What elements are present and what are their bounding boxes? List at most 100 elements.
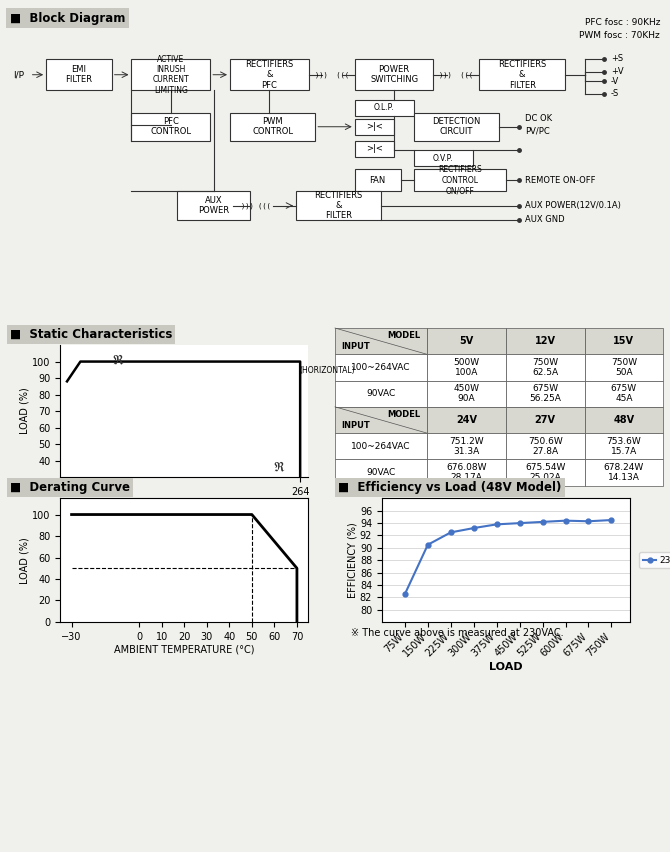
Bar — [335, 354, 427, 381]
Text: EMI
FILTER: EMI FILTER — [66, 65, 92, 84]
Bar — [335, 459, 427, 486]
Text: -V: -V — [611, 77, 619, 85]
Text: I/P: I/P — [13, 70, 24, 79]
Bar — [506, 459, 584, 486]
Text: ■  Block Diagram: ■ Block Diagram — [10, 12, 125, 25]
Text: +S: +S — [611, 55, 623, 63]
Text: 500W
100A: 500W 100A — [454, 358, 479, 377]
Text: RECTIFIERS
CONTROL
ON/OFF: RECTIFIERS CONTROL ON/OFF — [438, 165, 482, 195]
Line: 230VAC: 230VAC — [403, 518, 614, 596]
Bar — [354, 59, 433, 90]
Text: 751.2W
31.3A: 751.2W 31.3A — [449, 436, 484, 456]
Bar — [427, 433, 506, 459]
Text: 675W
56.25A: 675W 56.25A — [529, 384, 561, 403]
Bar — [335, 433, 427, 459]
Bar — [295, 192, 381, 220]
X-axis label: LOAD: LOAD — [489, 662, 523, 671]
Bar — [46, 59, 112, 90]
Text: ACTIVE
INRUSH
CURRENT
LIMITING: ACTIVE INRUSH CURRENT LIMITING — [153, 55, 189, 95]
Bar — [506, 328, 584, 354]
Text: 678.24W
14.13A: 678.24W 14.13A — [604, 463, 644, 482]
Bar — [414, 170, 506, 192]
Text: 100~264VAC: 100~264VAC — [351, 441, 411, 451]
Text: )))  (((: ))) ((( — [315, 72, 348, 78]
Bar — [414, 150, 473, 166]
230VAC — [584, 516, 592, 527]
Text: ※ The curve above is measured at 230VAC.: ※ The curve above is measured at 230VAC. — [352, 628, 564, 637]
Text: 12V: 12V — [535, 337, 555, 346]
Bar — [131, 59, 210, 90]
230VAC — [470, 523, 478, 533]
Bar — [335, 328, 427, 354]
Bar — [506, 406, 584, 433]
Bar — [427, 406, 506, 433]
Text: DETECTION
CIRCUIT: DETECTION CIRCUIT — [432, 117, 480, 136]
230VAC — [608, 515, 616, 525]
Text: 450W
90A: 450W 90A — [454, 384, 479, 403]
Text: 675.54W
25.02A: 675.54W 25.02A — [525, 463, 565, 482]
Text: 90VAC: 90VAC — [366, 468, 395, 477]
Text: RECTIFIERS
&
FILTER: RECTIFIERS & FILTER — [498, 60, 546, 89]
Text: AUX POWER(12V/0.1A): AUX POWER(12V/0.1A) — [525, 201, 621, 210]
Text: ))) (((: ))) ((( — [241, 202, 271, 209]
Legend: 230VAC: 230VAC — [639, 552, 670, 568]
Bar — [584, 328, 663, 354]
X-axis label: INPUT VOLTAGE (VAC) 60Hz: INPUT VOLTAGE (VAC) 60Hz — [117, 499, 251, 509]
Y-axis label: LOAD (%): LOAD (%) — [19, 388, 29, 435]
Text: ■  Efficiency vs Load (48V Model): ■ Efficiency vs Load (48V Model) — [338, 481, 561, 494]
Text: MODEL: MODEL — [387, 331, 420, 340]
Text: 675W
45A: 675W 45A — [611, 384, 637, 403]
230VAC — [401, 589, 409, 599]
Text: >|<: >|< — [366, 122, 383, 131]
Text: PWM fosc : 70KHz: PWM fosc : 70KHz — [580, 31, 660, 39]
Bar — [414, 112, 499, 141]
Text: PFC fosc : 90KHz: PFC fosc : 90KHz — [584, 18, 660, 27]
Y-axis label: LOAD (%): LOAD (%) — [19, 537, 29, 584]
Text: $\mathfrak{R}$: $\mathfrak{R}$ — [273, 461, 285, 475]
Text: INPUT: INPUT — [342, 343, 371, 351]
Bar — [230, 112, 316, 141]
Bar — [584, 354, 663, 381]
Text: POWER
SWITCHING: POWER SWITCHING — [370, 65, 418, 84]
Text: AUX
POWER: AUX POWER — [198, 196, 229, 216]
Text: >|<: >|< — [366, 144, 383, 153]
Text: PV/PC: PV/PC — [525, 127, 550, 136]
Text: 100~264VAC: 100~264VAC — [351, 363, 411, 372]
Bar — [584, 433, 663, 459]
Text: (HORIZONTAL): (HORIZONTAL) — [299, 366, 355, 375]
Bar — [427, 381, 506, 406]
Bar — [427, 459, 506, 486]
Text: 750W
62.5A: 750W 62.5A — [532, 358, 558, 377]
Text: -S: -S — [611, 89, 619, 98]
Text: 15V: 15V — [614, 337, 634, 346]
Bar — [354, 100, 414, 116]
230VAC — [539, 517, 547, 527]
230VAC — [447, 527, 455, 538]
Bar — [584, 381, 663, 406]
Text: $\mathfrak{R}$: $\mathfrak{R}$ — [112, 354, 124, 367]
Bar — [335, 406, 427, 433]
Bar — [178, 192, 250, 220]
X-axis label: AMBIENT TEMPERATURE (°C): AMBIENT TEMPERATURE (°C) — [114, 644, 255, 654]
Text: 27V: 27V — [535, 415, 555, 425]
Text: INPUT: INPUT — [342, 421, 371, 430]
Text: ■  Efficiency vs Load (48V Model): ■ Efficiency vs Load (48V Model) — [338, 481, 561, 494]
Text: RECTIFIERS
&
FILTER: RECTIFIERS & FILTER — [314, 191, 362, 221]
Text: )))  (((: ))) ((( — [440, 72, 474, 78]
Bar — [230, 59, 309, 90]
Text: FAN: FAN — [370, 176, 386, 185]
Bar — [354, 141, 394, 157]
Bar — [427, 328, 506, 354]
230VAC — [424, 539, 432, 550]
Text: 24V: 24V — [456, 415, 477, 425]
Text: 90VAC: 90VAC — [366, 389, 395, 398]
Text: O.V.P.: O.V.P. — [433, 153, 454, 163]
Bar — [506, 354, 584, 381]
Text: RECTIFIERS
&
PFC: RECTIFIERS & PFC — [245, 60, 293, 89]
Text: 750.6W
27.8A: 750.6W 27.8A — [528, 436, 563, 456]
Text: DC OK: DC OK — [525, 114, 553, 124]
Bar — [354, 119, 394, 135]
Text: 48V: 48V — [613, 415, 634, 425]
Text: 5V: 5V — [459, 337, 474, 346]
Text: PWM
CONTROL: PWM CONTROL — [252, 117, 293, 136]
